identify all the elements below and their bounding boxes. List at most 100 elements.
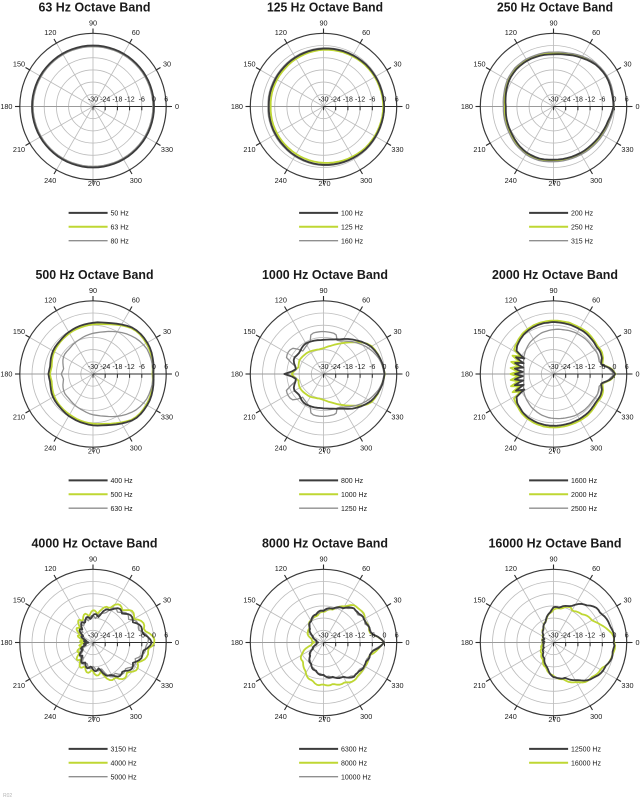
svg-text:180: 180: [0, 102, 12, 111]
svg-text:0: 0: [406, 102, 410, 111]
svg-text:330: 330: [391, 681, 403, 690]
svg-text:-18: -18: [112, 96, 122, 103]
svg-text:60: 60: [132, 28, 140, 37]
svg-text:210: 210: [243, 412, 255, 421]
svg-text:180: 180: [231, 370, 243, 379]
svg-text:-6: -6: [139, 96, 145, 103]
svg-text:30: 30: [163, 596, 171, 605]
svg-text:120: 120: [44, 564, 56, 573]
svg-text:160 Hz: 160 Hz: [341, 238, 364, 245]
svg-text:300: 300: [130, 712, 142, 721]
svg-text:0: 0: [383, 96, 387, 103]
svg-text:0: 0: [636, 102, 640, 111]
svg-text:300: 300: [590, 176, 602, 185]
svg-text:0: 0: [636, 370, 640, 379]
svg-text:-12: -12: [355, 364, 365, 371]
svg-text:270: 270: [318, 715, 330, 724]
svg-text:-24: -24: [561, 96, 571, 103]
svg-text:270: 270: [318, 447, 330, 456]
svg-text:6: 6: [395, 96, 399, 103]
svg-text:300: 300: [590, 712, 602, 721]
svg-text:6: 6: [164, 632, 168, 639]
svg-text:180: 180: [461, 102, 473, 111]
svg-text:8000 Hz Octave Band: 8000 Hz Octave Band: [262, 536, 388, 551]
svg-text:30: 30: [393, 596, 401, 605]
svg-text:240: 240: [275, 176, 287, 185]
svg-text:150: 150: [243, 596, 255, 605]
svg-text:-18: -18: [112, 364, 122, 371]
svg-text:150: 150: [13, 60, 25, 69]
svg-text:300: 300: [590, 444, 602, 453]
svg-text:6: 6: [625, 96, 629, 103]
svg-text:-6: -6: [599, 632, 605, 639]
svg-text:270: 270: [548, 179, 560, 188]
svg-text:-30: -30: [88, 364, 98, 371]
svg-text:270: 270: [88, 715, 100, 724]
svg-text:120: 120: [505, 28, 517, 37]
svg-text:-12: -12: [125, 632, 135, 639]
svg-text:6: 6: [625, 364, 629, 371]
svg-text:-30: -30: [548, 364, 558, 371]
svg-text:16000 Hz Octave Band: 16000 Hz Octave Band: [489, 536, 622, 551]
svg-text:-30: -30: [318, 632, 328, 639]
svg-text:0: 0: [406, 370, 410, 379]
svg-text:-18: -18: [343, 632, 353, 639]
svg-text:-24: -24: [100, 364, 110, 371]
svg-text:6: 6: [625, 632, 629, 639]
svg-text:2000 Hz: 2000 Hz: [571, 492, 598, 499]
svg-text:-6: -6: [369, 632, 375, 639]
svg-text:60: 60: [362, 28, 370, 37]
svg-text:60: 60: [132, 564, 140, 573]
svg-text:315 Hz: 315 Hz: [571, 238, 594, 245]
svg-text:210: 210: [473, 681, 485, 690]
svg-text:-24: -24: [331, 96, 341, 103]
svg-text:250 Hz Octave Band: 250 Hz Octave Band: [497, 0, 613, 15]
svg-text:63 Hz Octave Band: 63 Hz Octave Band: [39, 0, 151, 15]
svg-text:-24: -24: [100, 632, 110, 639]
svg-text:120: 120: [505, 564, 517, 573]
svg-text:0: 0: [613, 96, 617, 103]
svg-text:330: 330: [161, 145, 173, 154]
svg-text:2500 Hz: 2500 Hz: [571, 506, 598, 513]
svg-text:150: 150: [473, 596, 485, 605]
svg-text:-6: -6: [139, 632, 145, 639]
svg-text:90: 90: [549, 286, 557, 295]
svg-text:3150 Hz: 3150 Hz: [111, 747, 138, 754]
svg-text:-24: -24: [561, 632, 571, 639]
svg-text:-18: -18: [573, 364, 583, 371]
svg-text:240: 240: [505, 712, 517, 721]
svg-text:30: 30: [623, 327, 631, 336]
svg-text:330: 330: [161, 413, 173, 422]
svg-text:150: 150: [243, 60, 255, 69]
svg-text:10000 Hz: 10000 Hz: [341, 774, 371, 781]
svg-text:0: 0: [383, 364, 387, 371]
svg-text:200 Hz: 200 Hz: [571, 211, 594, 218]
svg-text:240: 240: [275, 444, 287, 453]
svg-text:-24: -24: [561, 364, 571, 371]
svg-text:-18: -18: [343, 364, 353, 371]
svg-text:210: 210: [243, 681, 255, 690]
svg-text:270: 270: [318, 179, 330, 188]
svg-text:120: 120: [44, 296, 56, 305]
svg-text:-30: -30: [318, 96, 328, 103]
svg-text:80 Hz: 80 Hz: [111, 238, 130, 245]
svg-text:0: 0: [175, 102, 179, 111]
svg-text:150: 150: [473, 327, 485, 336]
svg-text:-12: -12: [125, 96, 135, 103]
svg-text:-24: -24: [100, 96, 110, 103]
svg-text:12500 Hz: 12500 Hz: [571, 747, 601, 754]
svg-text:330: 330: [621, 145, 633, 154]
svg-text:4000 Hz Octave Band: 4000 Hz Octave Band: [32, 536, 158, 551]
svg-text:6300 Hz: 6300 Hz: [341, 747, 368, 754]
svg-text:-30: -30: [548, 96, 558, 103]
svg-text:90: 90: [549, 19, 557, 28]
svg-text:2000 Hz Octave Band: 2000 Hz Octave Band: [492, 267, 618, 282]
svg-text:6: 6: [164, 364, 168, 371]
svg-text:90: 90: [89, 286, 97, 295]
svg-text:240: 240: [505, 444, 517, 453]
svg-text:270: 270: [88, 179, 100, 188]
svg-text:60: 60: [592, 28, 600, 37]
svg-text:330: 330: [621, 681, 633, 690]
svg-text:50 Hz: 50 Hz: [111, 211, 130, 218]
svg-text:1000 Hz Octave Band: 1000 Hz Octave Band: [262, 267, 388, 282]
